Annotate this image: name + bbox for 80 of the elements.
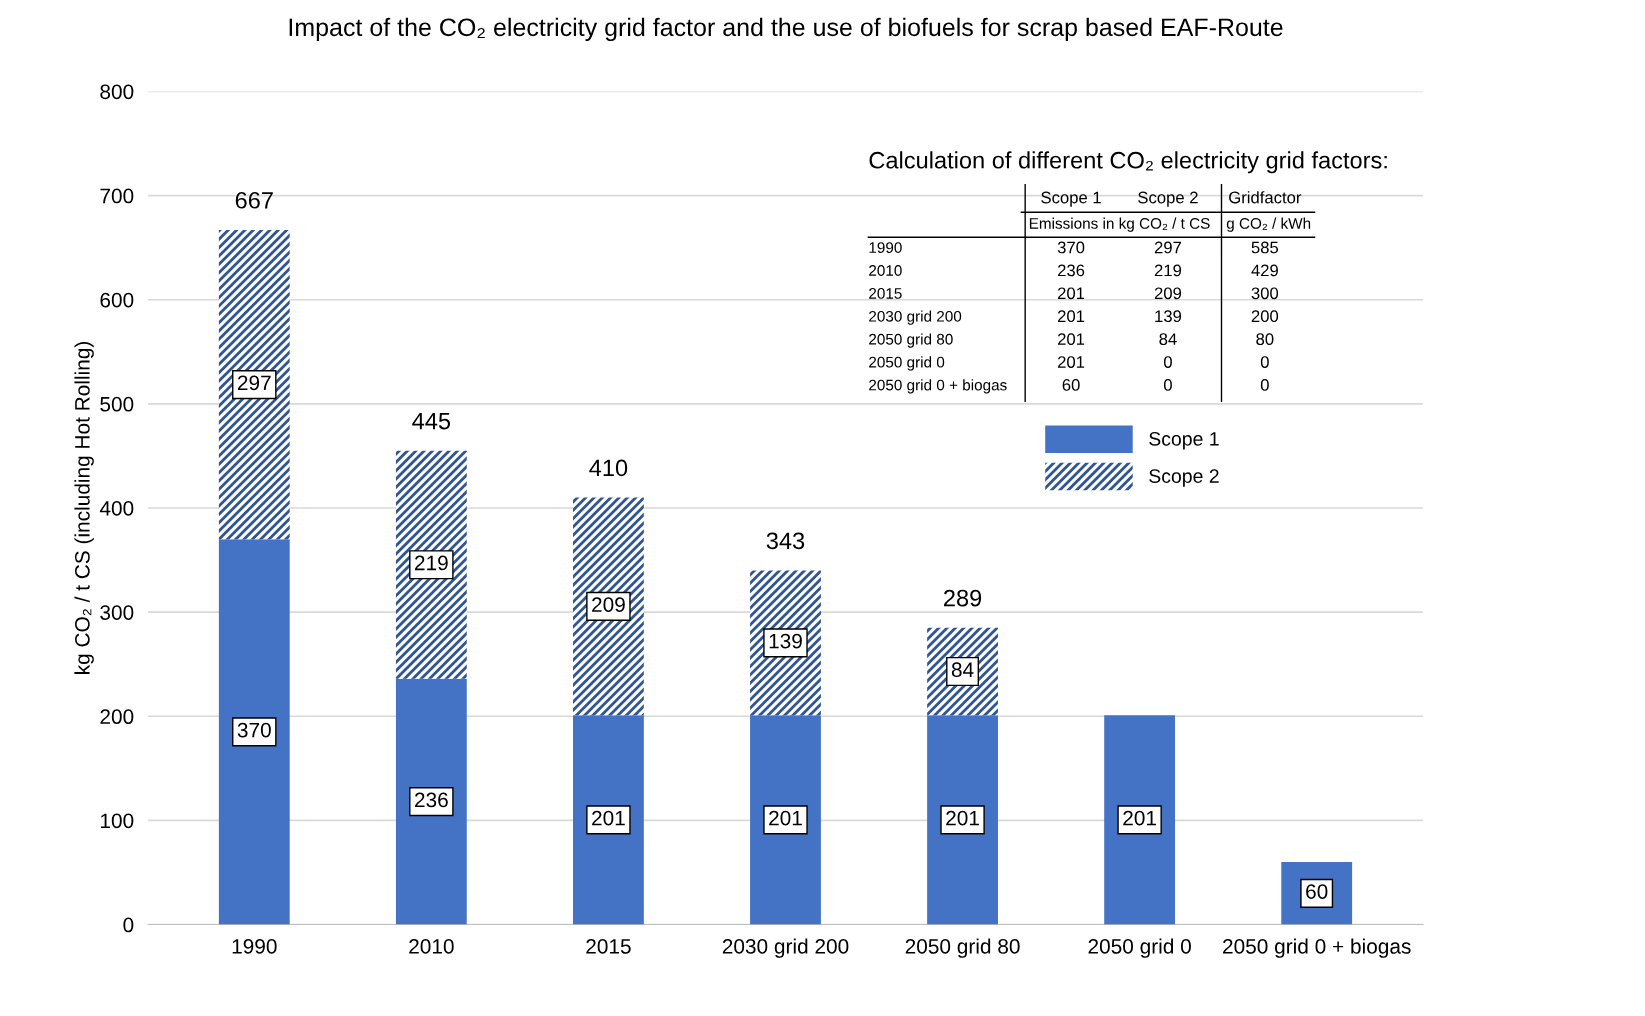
x-tick-label: 2050 grid 80 — [905, 938, 1020, 958]
annotation: 410 — [589, 459, 628, 477]
bar — [573, 497, 644, 716]
bar — [750, 715, 821, 925]
annotation: 297 — [1154, 241, 1182, 254]
annotation: Emissions in kg CO₂ / t CS — [1029, 217, 1210, 232]
x-tick-label: 2030 grid 200 — [722, 938, 849, 958]
annotation: 585 — [1251, 241, 1279, 254]
annotation: g CO₂ / kWh — [1226, 217, 1311, 232]
bar — [395, 450, 467, 679]
data-label: 60 — [1306, 884, 1328, 899]
legend-label: Scope 1 — [1149, 431, 1219, 450]
annotation: 0 — [1163, 356, 1172, 368]
annotation: 60 — [1062, 379, 1080, 391]
annotation: 201 — [1058, 310, 1085, 323]
y-tick-label: 200 — [100, 709, 134, 725]
data-label: 201 — [592, 810, 625, 826]
annotation: Scope 1 — [1041, 191, 1101, 207]
annotation: 445 — [412, 412, 451, 430]
data-label: 236 — [415, 792, 448, 808]
annotation: 2050 grid 80 — [869, 333, 953, 348]
annotation: 2050 grid 0 — [869, 356, 945, 371]
annotation: Calculation of different CO₂ electricity grid factors: — [869, 151, 1387, 174]
annotation: 201 — [1058, 333, 1085, 346]
y-tick-label: 600 — [100, 292, 134, 308]
data-label: 219 — [415, 555, 448, 571]
annotation: 289 — [944, 589, 982, 607]
x-tick-label: 1990 — [232, 939, 277, 954]
data-label: 139 — [769, 633, 802, 649]
annotation: 370 — [1057, 241, 1085, 254]
annotation: Scope 2 — [1138, 191, 1198, 207]
data-label: 84 — [951, 662, 974, 678]
y-tick-label: 100 — [100, 813, 134, 829]
annotation: Gridfactor — [1229, 191, 1302, 204]
data-label: 370 — [237, 722, 271, 738]
chart-title: Impact of the CO₂ electricity grid factor and the use of biofuels for scrap based EAF-Route — [289, 17, 1283, 42]
y-axis-title: kg CO₂ / t CS (including Hot Rolling) — [74, 341, 94, 674]
data-label: 201 — [769, 810, 802, 826]
legend-label: Scope 2 — [1149, 469, 1219, 487]
y-tick-label: 300 — [100, 605, 134, 620]
annotation: 209 — [1154, 287, 1182, 300]
bar — [395, 678, 467, 925]
annotation: 429 — [1251, 264, 1278, 277]
bar — [1104, 715, 1176, 925]
annotation: 2010 — [869, 265, 902, 276]
annotation: 2015 — [869, 288, 902, 299]
annotation: 1990 — [869, 242, 902, 253]
bar — [218, 539, 290, 925]
y-tick-label: 700 — [100, 188, 134, 204]
annotation: 219 — [1154, 264, 1182, 277]
y-tick-label: 400 — [99, 501, 134, 516]
data-label: 201 — [946, 810, 979, 826]
annotation: 0 — [1260, 356, 1269, 368]
annotation: 139 — [1155, 310, 1182, 323]
annotation: 343 — [766, 532, 805, 550]
annotation: 2030 grid 200 — [869, 310, 962, 325]
annotation: 80 — [1256, 333, 1274, 346]
annotation: 201 — [1058, 356, 1085, 368]
y-tick-label: 800 — [100, 84, 134, 100]
annotation: 201 — [1058, 287, 1085, 300]
x-tick-label: 2050 grid 0 + biogas — [1223, 938, 1411, 958]
annotation: 84 — [1159, 333, 1177, 346]
bar — [573, 715, 644, 925]
bar — [927, 715, 998, 925]
y-tick-label: 500 — [100, 396, 134, 412]
annotation: 236 — [1058, 264, 1085, 277]
annotation: 200 — [1251, 310, 1279, 323]
annotation: 0 — [1260, 379, 1269, 391]
y-tick-label: 0 — [123, 917, 134, 933]
annotation: 2050 grid 0 + biogas — [869, 379, 1007, 394]
x-tick-label: 2015 — [586, 939, 631, 954]
x-tick-label: 2050 grid 0 — [1088, 938, 1191, 958]
bar — [218, 229, 290, 540]
annotation: 0 — [1163, 379, 1172, 391]
annotation: 300 — [1251, 287, 1279, 300]
data-label: 297 — [237, 375, 271, 391]
data-label: 209 — [592, 597, 625, 612]
x-tick-label: 2010 — [409, 939, 454, 954]
data-label: 201 — [1123, 810, 1156, 826]
annotation: 667 — [235, 191, 273, 209]
